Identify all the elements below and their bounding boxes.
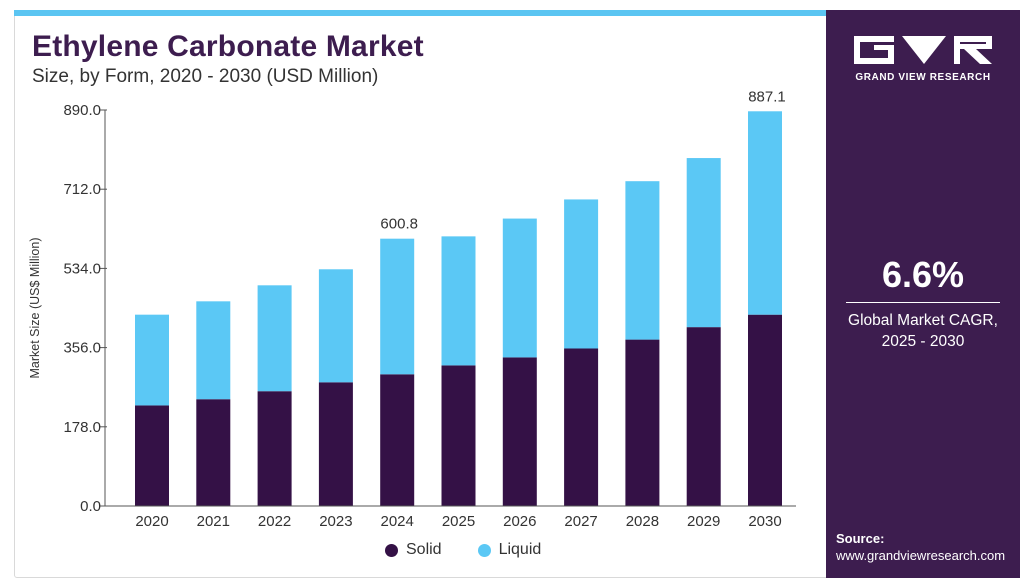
bar-solid-2024 <box>380 374 415 506</box>
bar-solid-2026 <box>502 357 537 506</box>
bar-liquid-2028 <box>625 181 660 340</box>
x-tick-label: 2022 <box>258 513 291 530</box>
y-tick-label: 178.0 <box>63 419 101 436</box>
x-tick-label: 2029 <box>687 513 720 530</box>
y-tick-label: 712.0 <box>63 181 101 198</box>
bar-solid-2029 <box>686 327 721 506</box>
bar-liquid-2030 <box>748 111 782 315</box>
x-tick-label: 2025 <box>442 513 475 530</box>
x-tick-label: 2028 <box>626 513 659 530</box>
y-tick-label: 356.0 <box>63 340 101 357</box>
source-url: www.grandviewresearch.com <box>836 548 1006 563</box>
bar-solid-2021 <box>196 399 231 506</box>
legend-item-liquid: Liquid <box>477 541 542 559</box>
legend: Solid Liquid <box>385 541 541 559</box>
side-panel: GRAND VIEW RESEARCH 6.6% Global Market C… <box>826 10 1020 578</box>
x-axis: 2020 2021 2022 2023 2024 2025 2026 2027 2028 2029… <box>135 513 781 530</box>
bar-solid-2020 <box>135 405 169 506</box>
y-axis: 0.0 178.0 356.0 534.0 712.0 890.0 <box>63 102 107 515</box>
legend-label-liquid: Liquid <box>498 541 542 558</box>
bar-solid-2027 <box>564 348 599 506</box>
brand-name: GRAND VIEW RESEARCH <box>855 72 991 83</box>
x-tick-label: 2030 <box>748 513 781 530</box>
source-label: Source: <box>836 531 885 546</box>
bar-liquid-2029 <box>686 158 721 328</box>
bar-liquid-2023 <box>318 269 353 383</box>
x-tick-label: 2027 <box>564 513 597 530</box>
legend-item-solid: Solid <box>385 541 442 559</box>
gvr-logo-icon <box>854 36 992 64</box>
bar-liquid-2027 <box>564 199 599 349</box>
chart-title: Ethylene Carbonate Market <box>32 30 424 63</box>
cagr-label-line2: 2025 - 2030 <box>881 333 965 350</box>
y-tick-label: 534.0 <box>63 260 101 277</box>
bar-liquid-2026 <box>502 218 537 358</box>
bar-solid-2028 <box>625 339 660 506</box>
bar-liquid-2020 <box>135 314 169 406</box>
x-tick-label: 2021 <box>197 513 230 530</box>
y-tick-label: 890.0 <box>63 102 101 119</box>
bar-solid-2030 <box>748 314 782 506</box>
y-tick-label: 0.0 <box>80 498 101 515</box>
x-tick-label: 2026 <box>503 513 536 530</box>
bar-liquid-2024 <box>380 238 415 375</box>
bar-liquid-2025 <box>441 236 476 366</box>
y-axis-label: Market Size (US$ Million) <box>28 237 42 378</box>
total-label-2030: 887.1 <box>748 88 786 105</box>
bar-liquid-2022 <box>257 285 292 392</box>
cagr-label-line1: Global Market CAGR, <box>848 312 998 329</box>
legend-label-solid: Solid <box>406 541 442 558</box>
top-accent-bar <box>14 10 826 16</box>
bar-solid-2023 <box>318 382 353 506</box>
annotations: 600.8 887.1 <box>380 88 785 232</box>
x-tick-label: 2023 <box>319 513 352 530</box>
bar-solid-2022 <box>257 391 292 506</box>
bars-group <box>135 111 782 506</box>
cagr-divider <box>846 302 1000 303</box>
x-tick-label: 2020 <box>135 513 168 530</box>
total-label-2024: 600.8 <box>380 216 418 233</box>
chart-subtitle: Size, by Form, 2020 - 2030 (USD Million) <box>32 66 379 87</box>
cagr-label: Global Market CAGR, 2025 - 2030 <box>826 310 1020 352</box>
bar-liquid-2021 <box>196 301 231 400</box>
cagr-value: 6.6% <box>881 254 965 295</box>
legend-swatch-solid <box>385 543 398 557</box>
legend-swatch-liquid <box>477 543 491 557</box>
x-tick-label: 2024 <box>381 513 414 530</box>
bar-solid-2025 <box>441 365 476 506</box>
